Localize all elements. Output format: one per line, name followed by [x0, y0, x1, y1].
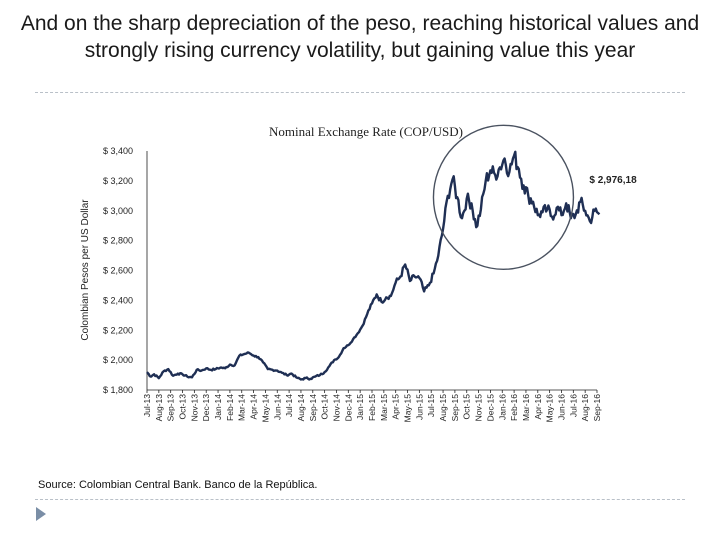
x-tick-label: Dec-14: [343, 394, 353, 422]
x-tick-label: Jun-14: [272, 394, 282, 420]
y-tick-label: $ 2,600: [103, 266, 133, 276]
x-tick-label: Sep-14: [308, 394, 318, 422]
x-tick-label: May-16: [545, 394, 555, 423]
x-tick-label: Nov-15: [474, 394, 484, 422]
x-tick-label: Oct-13: [178, 394, 188, 420]
y-tick-label: $ 2,400: [103, 295, 133, 305]
x-tick-label: Mar-16: [521, 394, 531, 421]
x-tick-label: Sep-16: [592, 394, 602, 422]
y-axis-label: Colombian Pesos per US Dollar: [80, 199, 91, 341]
series-line-cop-usd: [146, 150, 601, 381]
y-axis: $ 1,800 $ 2,000 $ 2,200 $ 2,400 $ 2,600 $ 2,8…: [103, 146, 133, 395]
x-tick-label: Feb-16: [509, 394, 519, 421]
title-divider: [35, 92, 685, 93]
x-tick-label: Mar-14: [237, 394, 247, 421]
x-tick-label: Sep-15: [450, 394, 460, 422]
x-tick-label: May-14: [260, 394, 270, 423]
footer-divider: [35, 499, 685, 500]
y-tick-label: $ 3,000: [103, 206, 133, 216]
x-tick-label: Jun-15: [414, 394, 424, 420]
x-tick-label: Sep-13: [166, 394, 176, 422]
x-tick-label: Oct-15: [462, 394, 472, 420]
x-tick-label: Jan-14: [213, 394, 223, 420]
y-tick-label: $ 2,000: [103, 355, 133, 365]
volatility-highlight-circle: [432, 124, 575, 271]
slide-bullet-arrow: [36, 507, 46, 521]
last-value-label: $ 2,976,18: [589, 175, 637, 186]
x-tick-label: Jun-16: [556, 394, 566, 420]
x-tick-label: Feb-15: [367, 394, 377, 421]
x-tick-label: Nov-14: [331, 394, 341, 422]
x-tick-label: Dec-13: [201, 394, 211, 422]
y-tick-label: $ 2,200: [103, 325, 133, 335]
slide-title: And on the sharp depreciation of the pes…: [20, 12, 700, 62]
x-tick-label: May-15: [403, 394, 413, 423]
y-tick-label: $ 1,800: [103, 385, 133, 395]
x-tick-label: Jul-16: [568, 394, 578, 417]
x-tick-label: Aug-14: [296, 394, 306, 422]
x-tick-label: Aug-16: [580, 394, 590, 422]
x-tick-label: Mar-15: [379, 394, 389, 421]
x-axis: Jul-13 Aug-13 Sep-13 Oct-13 Nov-13 Dec-13 Jan-…: [142, 390, 602, 422]
x-tick-label: Dec-15: [485, 394, 495, 422]
x-tick-label: Aug-15: [438, 394, 448, 422]
x-tick-label: Feb-14: [225, 394, 235, 421]
y-tick-label: $ 3,400: [103, 146, 133, 156]
x-tick-label: Apr-16: [533, 394, 543, 420]
x-tick-label: Jul-15: [426, 394, 436, 417]
x-tick-label: Jul-13: [142, 394, 152, 417]
y-tick-label: $ 3,200: [103, 176, 133, 186]
y-tick-label: $ 2,800: [103, 236, 133, 246]
x-tick-label: Apr-14: [249, 394, 259, 420]
x-tick-label: Jul-14: [284, 394, 294, 417]
source-note: Source: Colombian Central Bank. Banco de…: [38, 479, 318, 491]
x-tick-label: Oct-14: [320, 394, 330, 420]
x-tick-label: Nov-13: [189, 394, 199, 422]
x-tick-label: Jan-15: [355, 394, 365, 420]
x-tick-label: Apr-15: [391, 394, 401, 420]
x-tick-label: Aug-13: [154, 394, 164, 422]
chart-title: Nominal Exchange Rate (COP/USD): [269, 124, 463, 139]
x-tick-label: Jan-16: [497, 394, 507, 420]
